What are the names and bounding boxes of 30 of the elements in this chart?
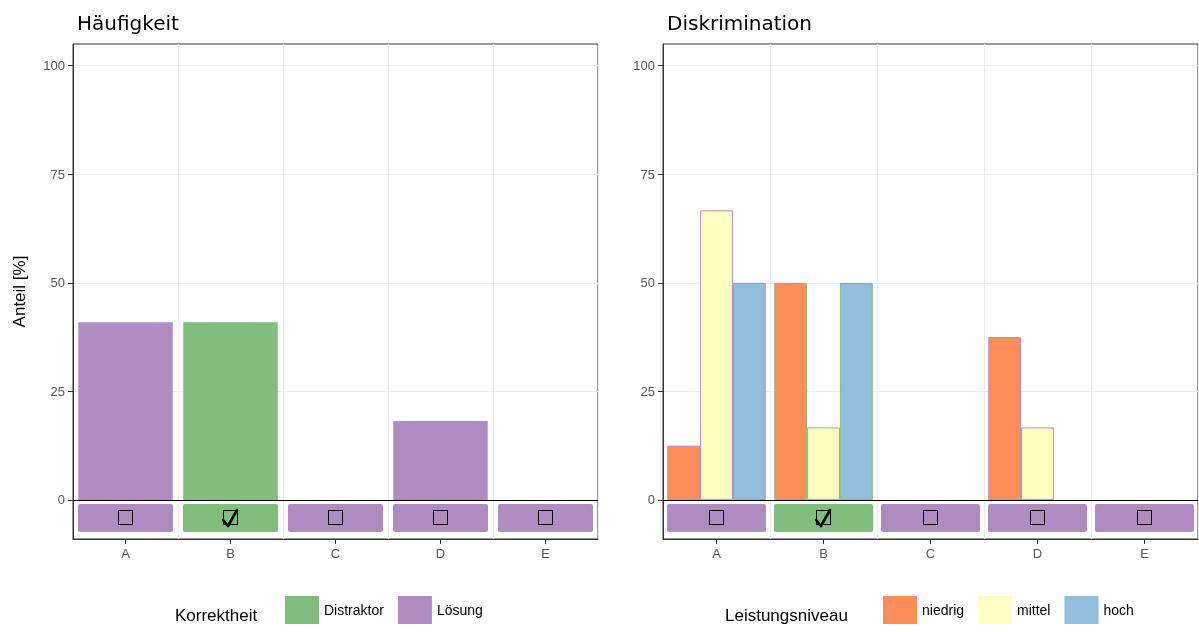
x-tick-label: C	[330, 546, 341, 561]
x-tick-label: C	[925, 546, 936, 561]
y-axis-title: Anteil [%]	[10, 255, 29, 328]
legend-label: Distraktor	[324, 602, 385, 618]
y-tick-label: 50	[640, 275, 655, 291]
y-tick-label: 75	[50, 166, 65, 182]
chart-title: Diskrimination	[667, 11, 813, 35]
chart-title: Häufigkeit	[77, 11, 179, 35]
legend-label: hoch	[1103, 602, 1134, 618]
legend-label: Lösung	[436, 602, 483, 618]
legend-label: mittel	[1017, 602, 1051, 618]
y-tick-label: 25	[50, 383, 65, 399]
y-tick-label: 25	[640, 383, 655, 399]
x-tick-label: A	[712, 546, 722, 561]
legend-label: niedrig	[922, 602, 965, 618]
y-tick-label: 75	[640, 166, 655, 182]
x-tick-label: A	[121, 546, 131, 561]
x-tick-label: B	[226, 546, 235, 561]
x-tick-label: E	[541, 546, 551, 561]
legend-title: Korrektheit	[175, 606, 258, 625]
x-tick-label: D	[435, 546, 446, 561]
legend-title: Leistungsniveau	[725, 606, 848, 625]
y-tick-label: 100	[633, 58, 655, 74]
y-tick-label: 0	[57, 492, 65, 508]
x-tick-label: B	[819, 546, 828, 561]
y-tick-label: 100	[43, 58, 65, 74]
y-tick-label: 50	[50, 275, 65, 291]
x-tick-label: D	[1032, 546, 1043, 561]
y-tick-label: 0	[647, 492, 655, 508]
x-tick-label: E	[1140, 546, 1150, 561]
